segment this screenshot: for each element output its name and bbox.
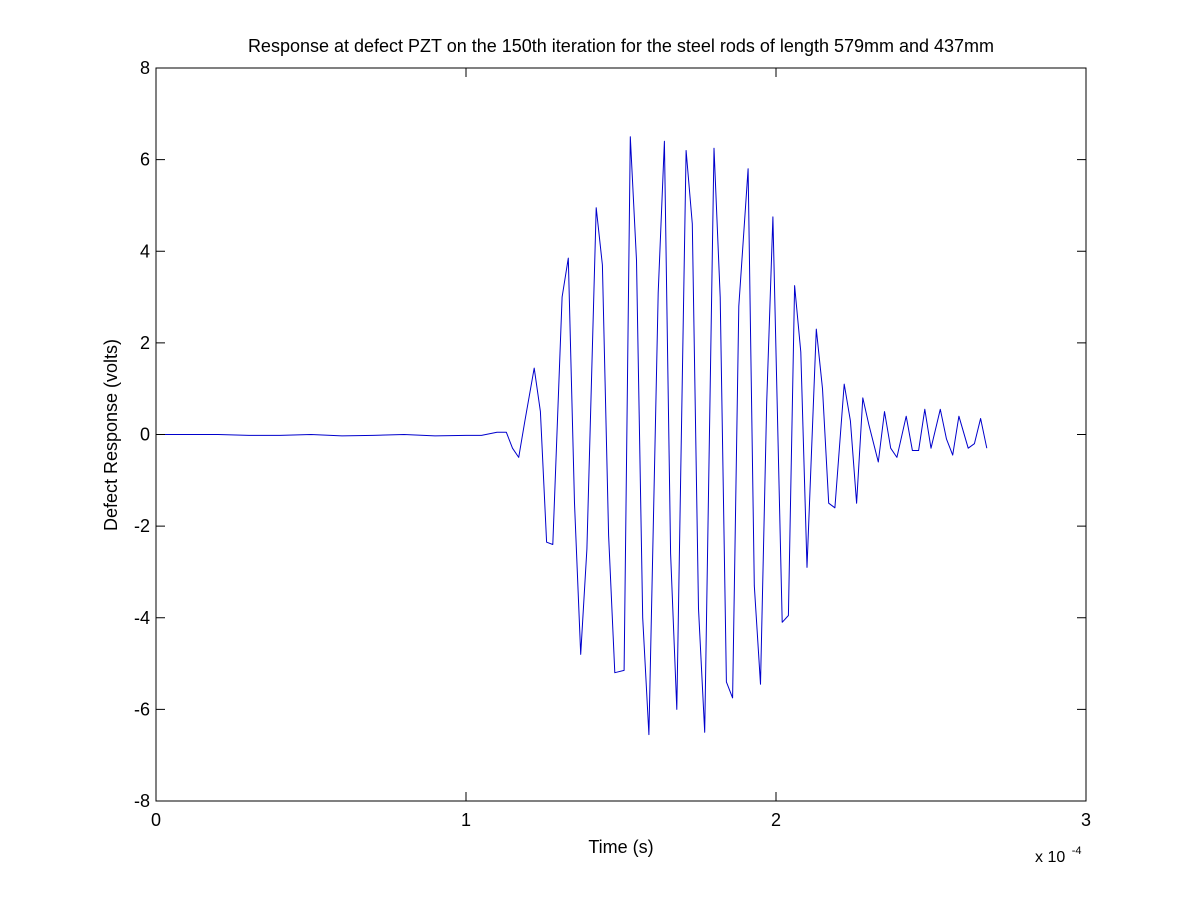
y-tick-label-7: 6 (140, 150, 150, 170)
x-tick-label-1: 1 (461, 810, 471, 830)
y-axis-ticks: -8 -6 -4 -2 0 2 4 6 8 (134, 58, 1086, 811)
x-axis-label: Time (s) (588, 837, 653, 857)
axes-box (155, 67, 1087, 802)
chart-title: Response at defect PZT on the 150th iter… (248, 36, 994, 56)
y-tick-label-5: 2 (140, 333, 150, 353)
x-axis-multiplier: x 10 -4 (1035, 845, 1081, 866)
y-tick-label-4: 0 (140, 425, 150, 445)
x-tick-label-2: 2 (771, 810, 781, 830)
y-tick-label-0: -8 (134, 791, 150, 811)
response-line (156, 136, 988, 736)
x-multiplier-base: x 10 (1035, 849, 1065, 866)
y-tick-label-2: -4 (134, 608, 150, 628)
y-tick-label-8: 8 (140, 58, 150, 78)
y-tick-label-1: -6 (134, 699, 150, 719)
x-tick-label-3: 3 (1081, 810, 1091, 830)
y-tick-label-3: -2 (134, 516, 150, 536)
x-tick-label-0: 0 (151, 810, 161, 830)
y-tick-label-6: 4 (140, 241, 150, 261)
x-multiplier-exponent: -4 (1072, 845, 1082, 857)
y-axis-label: Defect Response (volts) (101, 339, 121, 531)
